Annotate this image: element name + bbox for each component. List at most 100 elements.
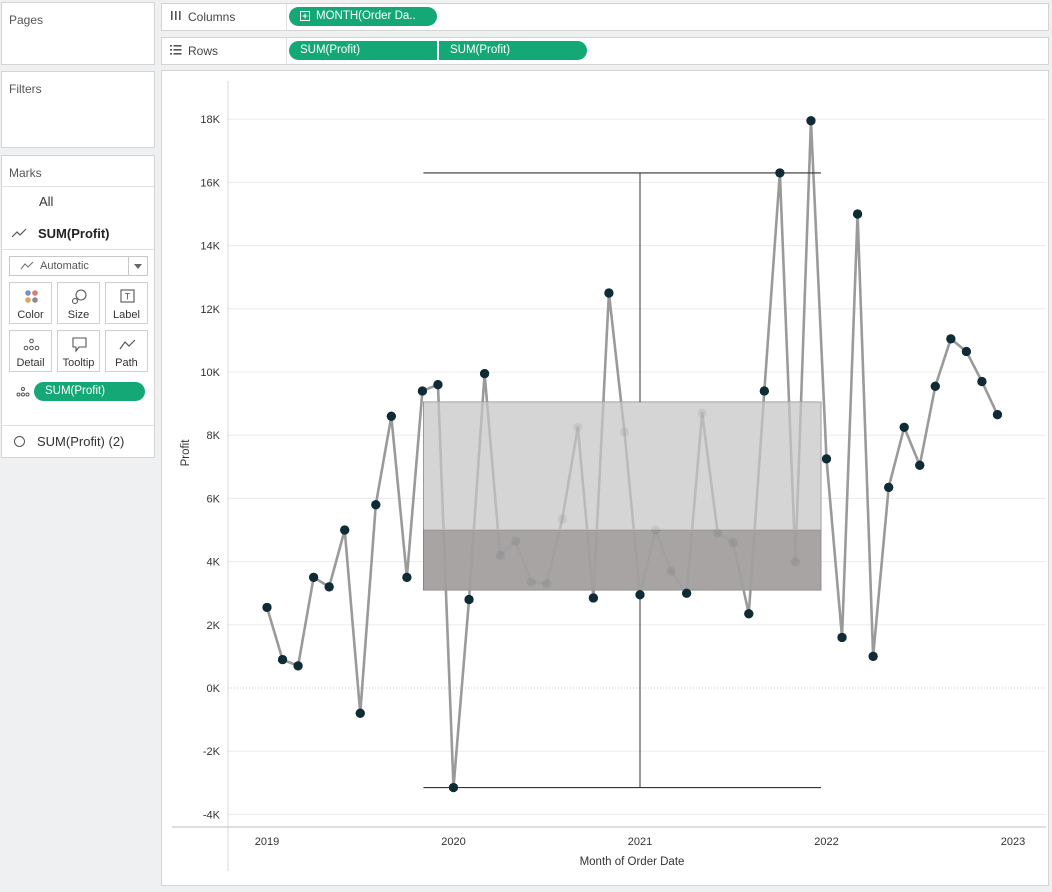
divider (286, 4, 287, 30)
data-point[interactable] (915, 460, 925, 470)
data-point[interactable] (604, 288, 614, 298)
data-point[interactable] (744, 609, 754, 619)
pages-card[interactable]: Pages (1, 2, 155, 65)
marks-title: Marks (9, 166, 42, 180)
data-point[interactable] (448, 782, 459, 793)
path-button[interactable]: Path (105, 330, 148, 372)
box-upper-overlay (423, 402, 821, 530)
label-icon: T (120, 289, 135, 303)
data-point[interactable] (417, 386, 428, 396)
y-tick-label: 16K (200, 177, 220, 189)
divider (286, 38, 287, 64)
plus-box-icon (300, 11, 310, 21)
y-tick-label: 2K (207, 620, 221, 632)
pages-title: Pages (9, 13, 44, 27)
data-point[interactable] (355, 708, 365, 718)
tooltip-button[interactable]: Tooltip (57, 330, 100, 372)
divider (2, 425, 154, 426)
data-point[interactable] (837, 632, 847, 643)
x-axis-title: Month of Order Date (580, 856, 685, 868)
dropdown-toggle[interactable] (128, 257, 147, 275)
marks-second-tab[interactable]: SUM(Profit) (2) (14, 434, 124, 449)
data-point[interactable] (946, 334, 956, 344)
data-point[interactable] (759, 386, 769, 396)
marks-active-tab[interactable]: SUM(Profit) (2, 218, 154, 249)
data-point[interactable] (635, 590, 645, 600)
data-point[interactable] (386, 411, 396, 421)
data-point[interactable] (884, 482, 894, 492)
rows-pill-2[interactable]: SUM(Profit) (439, 41, 587, 60)
box-lower-overlay (423, 530, 821, 591)
svg-text:T: T (125, 292, 131, 302)
x-tick-label: 2020 (441, 836, 465, 848)
data-point[interactable] (930, 381, 940, 391)
label-button[interactable]: T Label (105, 282, 148, 324)
marks-active-label: SUM(Profit) (38, 226, 110, 241)
y-tick-label: 18K (200, 114, 220, 126)
data-point[interactable] (806, 116, 816, 126)
rows-label-text: Rows (188, 44, 219, 58)
color-button[interactable]: Color (9, 282, 52, 324)
y-axis-title: Profit (180, 439, 192, 467)
rows-shelf[interactable]: Rows SUM(Profit) SUM(Profit) (161, 37, 1049, 65)
data-point[interactable] (324, 582, 334, 592)
data-point[interactable] (402, 572, 412, 582)
y-tick-label: -2K (203, 746, 221, 758)
circle-mark-icon (14, 436, 25, 448)
detail-dots-icon (23, 338, 40, 351)
columns-pill-text: MONTH(Order Da.. (316, 10, 416, 22)
x-tick-label: 2021 (628, 836, 652, 848)
data-point[interactable] (262, 602, 272, 613)
data-point[interactable] (293, 661, 303, 671)
data-point[interactable] (682, 588, 692, 598)
data-point[interactable] (992, 410, 1003, 420)
y-tick-label: 10K (200, 367, 220, 379)
data-point[interactable] (821, 454, 832, 464)
data-point[interactable] (479, 368, 490, 379)
filters-card[interactable]: Filters (1, 71, 155, 148)
x-tick-label: 2019 (255, 836, 279, 848)
data-point[interactable] (899, 422, 909, 432)
data-point[interactable] (309, 572, 319, 582)
divider (2, 186, 154, 187)
path-button-label: Path (115, 357, 138, 369)
marks-second-label: SUM(Profit) (2) (37, 434, 125, 449)
detail-pill[interactable]: SUM(Profit) (34, 382, 145, 401)
divider (2, 249, 154, 250)
y-tick-label: 8K (207, 430, 221, 442)
detail-button[interactable]: Detail (9, 330, 52, 372)
color-dots-icon (25, 290, 38, 303)
data-point[interactable] (977, 376, 987, 387)
data-point[interactable] (277, 654, 288, 665)
x-tick-label: 2023 (1001, 836, 1025, 848)
data-point[interactable] (852, 209, 863, 219)
size-button-label: Size (67, 309, 90, 321)
color-button-label: Color (17, 309, 44, 321)
columns-shelf[interactable]: Columns MONTH(Order Da.. (161, 3, 1049, 31)
data-point[interactable] (588, 593, 598, 603)
size-button[interactable]: Size (57, 282, 100, 324)
rows-shelf-label: Rows (170, 44, 218, 58)
line-mark-icon (20, 261, 34, 270)
marks-all-tab[interactable]: All (39, 194, 54, 209)
chevron-down-icon (134, 264, 142, 269)
viz-area[interactable]: -4K -2K 0K 2K 4K 6K 8K 10K 12K 14K 16K 18K 2019 2020 2… (161, 70, 1049, 886)
data-point[interactable] (371, 500, 381, 510)
axes: -4K -2K 0K 2K 4K 6K 8K 10K 12K 14K 16K 18K 2019 2020 2… (172, 81, 1046, 871)
rows-icon (170, 45, 182, 55)
y-tick-label: 14K (200, 241, 220, 253)
tooltip-button-label: Tooltip (62, 357, 95, 369)
y-tick-label: -4K (203, 809, 221, 821)
rows-pill-1[interactable]: SUM(Profit) (289, 41, 437, 60)
line-chart[interactable]: -4K -2K 0K 2K 4K 6K 8K 10K 12K 14K 16K 18K 2019 2020 2… (162, 71, 1048, 885)
data-point[interactable] (961, 346, 971, 357)
columns-pill[interactable]: MONTH(Order Da.. (289, 7, 437, 26)
filters-title: Filters (9, 82, 42, 96)
data-point[interactable] (868, 651, 878, 662)
data-point[interactable] (464, 594, 474, 605)
mark-type-select[interactable]: Automatic (9, 256, 148, 276)
data-point[interactable] (775, 168, 785, 178)
data-point[interactable] (340, 525, 350, 535)
data-point[interactable] (433, 380, 443, 390)
y-tick-label: 12K (200, 304, 220, 316)
